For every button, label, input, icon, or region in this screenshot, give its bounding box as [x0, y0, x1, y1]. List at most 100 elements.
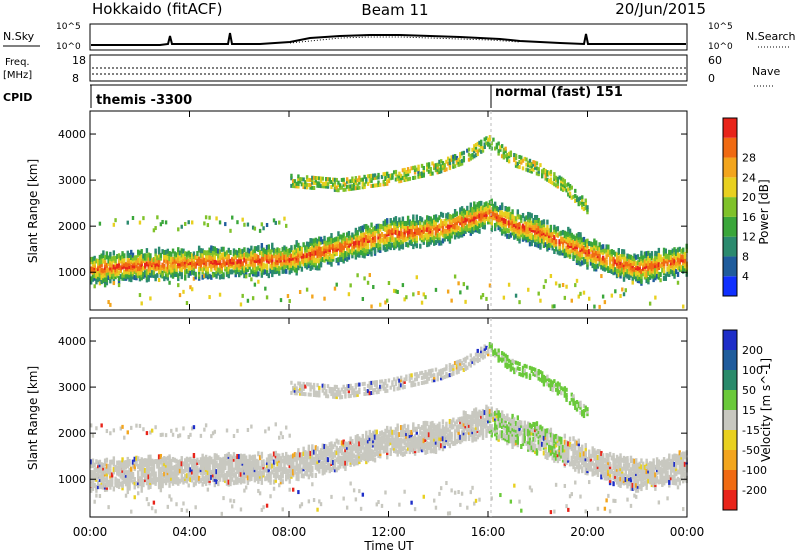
data-cell — [124, 470, 128, 476]
data-cell — [140, 469, 143, 475]
data-cell — [257, 478, 260, 484]
data-cell — [678, 264, 681, 270]
data-cell — [241, 293, 244, 298]
data-cell — [408, 231, 412, 237]
data-cell — [143, 253, 147, 259]
data-cell — [352, 388, 356, 393]
data-cell — [532, 167, 535, 172]
data-cell — [544, 242, 547, 248]
data-cell — [201, 269, 204, 275]
data-cell — [307, 449, 311, 455]
data-cell — [337, 387, 340, 392]
data-cell — [300, 250, 304, 256]
data-cell — [229, 258, 232, 264]
data-cell — [419, 243, 422, 249]
data-cell — [285, 260, 288, 266]
data-cell — [272, 479, 276, 485]
data-cell — [326, 446, 330, 452]
data-cell — [279, 476, 283, 482]
data-cell — [392, 429, 396, 435]
data-cell — [384, 381, 387, 386]
data-cell — [359, 437, 363, 443]
data-cell — [342, 454, 345, 460]
data-cell — [335, 188, 338, 193]
data-cell — [112, 461, 116, 467]
freq-tick-18: 18 — [72, 54, 86, 67]
data-cell — [248, 273, 251, 278]
data-cell — [631, 276, 634, 282]
data-cell — [236, 462, 239, 468]
data-cell — [260, 243, 264, 249]
data-cell — [295, 452, 298, 458]
data-cell — [184, 458, 187, 464]
data-cell — [210, 459, 213, 465]
data-cell — [476, 209, 479, 215]
data-cell — [137, 270, 140, 276]
data-cell — [412, 217, 415, 223]
data-cell — [170, 262, 173, 268]
data-cell — [382, 220, 385, 226]
data-cell — [116, 482, 119, 488]
data-cell — [358, 226, 361, 232]
data-cell — [384, 428, 387, 434]
data-cell — [210, 266, 213, 272]
data-cell — [495, 211, 499, 217]
data-cell — [565, 183, 568, 188]
data-cell — [530, 167, 533, 172]
data-cell — [399, 432, 403, 438]
noise-right-label: N.Search — [746, 30, 796, 43]
data-cell — [257, 464, 260, 470]
data-cell — [262, 459, 265, 465]
data-cell — [338, 183, 342, 188]
data-cell — [342, 248, 345, 254]
data-cell — [352, 393, 356, 398]
data-cell — [262, 269, 265, 275]
data-cell — [285, 459, 288, 465]
data-cell — [297, 381, 300, 386]
data-cell — [629, 270, 633, 276]
data-cell — [121, 259, 124, 265]
data-cell — [291, 460, 295, 466]
data-cell — [283, 257, 286, 263]
data-cell — [175, 466, 178, 472]
data-cell — [586, 207, 589, 212]
data-cell — [128, 264, 131, 270]
data-cell — [211, 273, 215, 278]
data-cell — [549, 227, 553, 233]
data-cell — [358, 451, 361, 457]
data-cell — [96, 463, 100, 469]
data-cell — [225, 250, 229, 256]
data-cell — [514, 153, 518, 158]
data-cell — [589, 246, 593, 252]
data-cell — [206, 473, 210, 479]
data-cell — [286, 260, 290, 266]
data-cell — [318, 390, 321, 395]
data-cell — [349, 393, 352, 398]
data-cell — [356, 460, 359, 466]
data-cell — [239, 258, 243, 264]
data-cell — [175, 427, 178, 432]
data-cell — [680, 248, 683, 254]
data-cell — [452, 162, 455, 167]
data-cell — [452, 213, 455, 219]
data-cell — [234, 261, 237, 267]
data-cell — [347, 384, 351, 389]
data-cell — [565, 239, 568, 245]
data-cell — [203, 459, 206, 465]
data-cell — [459, 162, 462, 167]
data-cell — [530, 164, 533, 169]
data-cell — [93, 262, 96, 268]
data-cell — [238, 247, 241, 253]
data-cell — [671, 257, 674, 263]
data-cell — [225, 453, 229, 459]
data-cell — [300, 391, 304, 396]
data-cell — [601, 258, 605, 264]
data-cell — [154, 471, 157, 477]
data-cell — [215, 263, 218, 269]
data-cell — [619, 256, 622, 262]
data-cell — [241, 454, 244, 460]
data-cell — [391, 228, 394, 234]
data-cell — [311, 243, 314, 249]
data-cell — [415, 228, 419, 234]
data-cell — [594, 240, 598, 246]
